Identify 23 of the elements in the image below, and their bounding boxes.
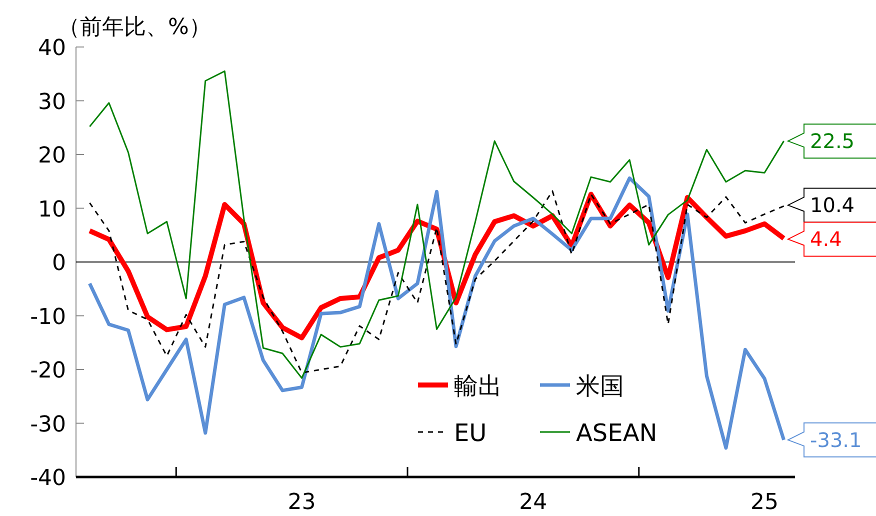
y-tick-label: -30 <box>30 412 66 438</box>
legend-label: 米国 <box>576 372 624 400</box>
x-tick-label: 25 <box>750 490 779 515</box>
data-label: 22.5 <box>810 129 855 154</box>
label: 22.5 <box>786 124 876 159</box>
y-tick-label: -10 <box>30 304 66 330</box>
y-tick-label: 10 <box>38 197 66 222</box>
data-label: 4.4 <box>810 227 842 252</box>
y-tick-label: 20 <box>38 144 66 168</box>
legend-label: 輸出 <box>454 372 502 400</box>
y-tick-label: 0 <box>52 251 66 276</box>
data-label: -33.1 <box>810 428 862 452</box>
y-tick-label: -20 <box>30 358 66 384</box>
legend-label: EU <box>454 419 487 447</box>
label: 4.4 <box>786 222 876 257</box>
y-tick-label: -40 <box>30 466 66 491</box>
label: -33.1 <box>786 422 876 458</box>
x-tick-label: 23 <box>288 490 316 515</box>
label: 10.4 <box>786 188 876 223</box>
legend-label: ASEAN <box>576 419 658 447</box>
y-tick-label: 30 <box>38 90 66 115</box>
data-label: 10.4 <box>810 193 855 218</box>
x-tick-label: 24 <box>519 490 548 515</box>
